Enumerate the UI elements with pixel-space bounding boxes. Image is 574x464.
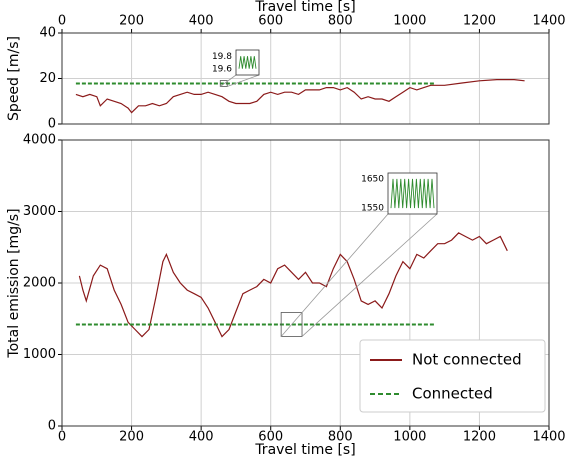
y-axis-label: Speed [m/s]	[6, 36, 22, 121]
y-tick-label: 0	[48, 117, 56, 132]
y-tick-label: 40	[39, 26, 56, 41]
zoom-connector	[301, 213, 438, 337]
x-tick-label: 0	[58, 14, 66, 29]
inset-tick-label: 1550	[361, 204, 384, 214]
x-tick-label: 400	[189, 430, 214, 445]
plot-frame	[61, 139, 550, 427]
series-line	[78, 232, 508, 338]
y-tick-label: 20	[39, 71, 56, 86]
x-tick-label: 1000	[393, 14, 426, 29]
zoom-connector	[220, 74, 237, 87]
x-tick-label: 400	[189, 14, 214, 29]
inset-trace	[238, 56, 257, 69]
zoom-connector	[227, 74, 260, 87]
series-line	[75, 79, 525, 114]
y-tick-label: 2000	[23, 276, 56, 291]
x-tick-label: 1400	[532, 430, 565, 445]
zoom-connector	[280, 213, 389, 337]
inset-frame	[235, 49, 260, 76]
inset-tick-label: 19.6	[212, 64, 232, 74]
x-tick-label: 200	[119, 14, 144, 29]
x-tick-label: 1000	[393, 430, 426, 445]
x-tick-label: 1200	[463, 14, 496, 29]
zoom-box	[219, 80, 228, 87]
zoom-box	[280, 312, 303, 337]
x-tick-label: 200	[119, 430, 144, 445]
legend-frame	[359, 339, 546, 413]
y-axis-label: Total emission [mg/s]	[6, 208, 22, 358]
y-tick-label: 3000	[23, 204, 56, 219]
legend-label: Connected	[412, 385, 493, 403]
x-tick-label: 1200	[463, 430, 496, 445]
y-tick-label: 1000	[23, 347, 56, 362]
inset-tick-label: 19.8	[212, 52, 232, 62]
x-tick-label: 800	[328, 14, 353, 29]
legend-label: Not connected	[412, 351, 522, 369]
x-axis-label: Travel time [s]	[254, 442, 355, 458]
x-tick-label: 0	[58, 430, 66, 445]
inset-tick-label: 1650	[361, 174, 384, 184]
y-tick-label: 4000	[23, 133, 56, 148]
inset-trace	[390, 178, 435, 209]
y-tick-label: 0	[48, 419, 56, 434]
x-tick-label: 1400	[532, 14, 565, 29]
x-axis-label: Travel time [s]	[254, 0, 355, 15]
plot-frame	[61, 32, 550, 125]
x-tick-label: 600	[258, 14, 283, 29]
x-tick-label: 600	[258, 430, 283, 445]
x-tick-label: 800	[328, 430, 353, 445]
